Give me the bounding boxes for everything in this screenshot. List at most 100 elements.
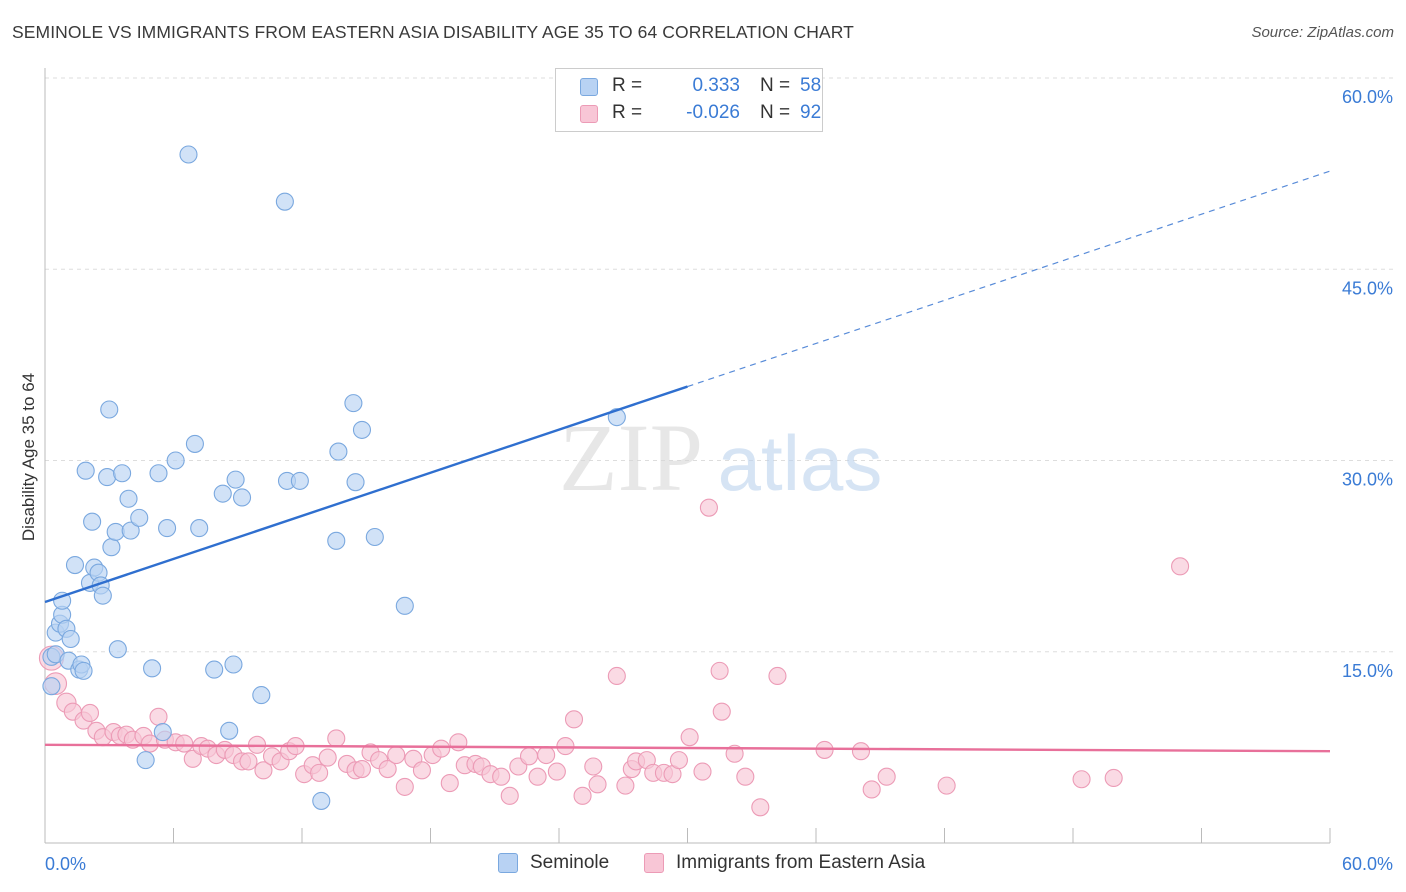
- immigrants-point: [710, 661, 729, 680]
- immigrants-point: [588, 775, 607, 794]
- correlation-legend: R = 0.333 N = 58 R = -0.026 N = 92: [555, 68, 823, 132]
- immigrants-point: [699, 498, 718, 517]
- seminole-point: [76, 461, 95, 480]
- seminole-point: [205, 660, 224, 679]
- seminole-point: [158, 519, 177, 538]
- y-tick-label: 45.0%: [1342, 278, 1393, 298]
- seminole-point: [395, 596, 414, 615]
- immigrants-point: [395, 777, 414, 796]
- immigrants-point: [537, 745, 556, 765]
- seminole-trend-line: [44, 385, 688, 604]
- immigrants-point: [768, 666, 787, 686]
- immigrants-point: [318, 748, 337, 767]
- watermark-zip: ZIP: [559, 404, 703, 511]
- seminole-point: [100, 400, 119, 419]
- gridlines: [45, 77, 1395, 653]
- seminole-point: [224, 655, 243, 674]
- seminole-point: [102, 538, 121, 557]
- seminole-point: [232, 488, 252, 507]
- immigrants-point: [175, 734, 194, 753]
- legend-n-label: N =: [760, 102, 791, 123]
- seminole-point: [166, 451, 185, 470]
- immigrants-point: [528, 767, 547, 786]
- seminole-point: [106, 522, 125, 541]
- immigrants-point: [352, 759, 372, 779]
- seminole-point: [327, 531, 346, 550]
- immigrants-point: [547, 762, 566, 781]
- immigrants-point: [1072, 770, 1091, 789]
- seminole-point: [119, 489, 138, 508]
- immigrants-point: [387, 745, 406, 765]
- immigrants-point: [584, 757, 603, 776]
- immigrants-trend-line: [44, 743, 1331, 753]
- series-label-seminole: Seminole: [530, 852, 610, 873]
- seminole-point: [190, 519, 209, 538]
- immigrants-point: [519, 747, 539, 766]
- immigrants-point: [712, 702, 731, 721]
- seminole-point: [153, 723, 172, 742]
- immigrants-point: [327, 729, 346, 748]
- immigrants-point: [815, 740, 834, 759]
- seminole-point: [329, 442, 348, 461]
- immigrants-point: [432, 739, 451, 758]
- immigrants-point: [725, 744, 744, 763]
- legend-n-value: 58: [800, 75, 822, 96]
- legend-n-value: 92: [800, 102, 822, 123]
- watermark: ZIP atlas: [559, 404, 882, 511]
- x-tick-label: 60.0%: [1342, 854, 1393, 874]
- seminole-point: [130, 508, 149, 527]
- immigrants-point: [680, 728, 699, 747]
- seminole-point: [108, 640, 127, 659]
- legend-r-label: R =: [612, 75, 643, 96]
- immigrants-point: [239, 752, 258, 771]
- watermark-atlas: atlas: [718, 419, 883, 507]
- seminole-point: [143, 659, 162, 678]
- seminole-point: [220, 721, 239, 740]
- immigrants-point: [183, 749, 202, 768]
- immigrants-point: [254, 761, 273, 780]
- data-points: [38, 145, 1190, 817]
- immigrants-point: [149, 707, 168, 726]
- immigrants-point: [556, 737, 575, 756]
- seminole-point: [213, 484, 232, 503]
- seminole-point: [290, 471, 309, 490]
- immigrants-point: [500, 786, 519, 805]
- immigrants-point: [1171, 557, 1190, 576]
- seminole-point: [352, 420, 372, 439]
- immigrants-point: [412, 761, 431, 780]
- legend-swatch-blue: [580, 78, 598, 96]
- seminole-point: [98, 468, 117, 487]
- immigrants-point: [937, 776, 956, 795]
- immigrants-point: [751, 798, 770, 817]
- seminole-point: [121, 521, 140, 540]
- legend-swatch-pink: [580, 105, 598, 123]
- seminole-point: [136, 751, 155, 770]
- immigrants-point: [492, 767, 511, 786]
- seminole-point: [365, 527, 384, 547]
- immigrants-point: [573, 786, 592, 805]
- chart-title: SEMINOLE VS IMMIGRANTS FROM EASTERN ASIA…: [12, 22, 854, 42]
- trend-lines: [44, 170, 1331, 753]
- y-tick-label: 60.0%: [1342, 87, 1393, 107]
- seminole-point: [252, 686, 271, 705]
- seminole-point: [42, 677, 61, 696]
- tick-labels: 15.0% 30.0% 45.0% 60.0% 0.0% 60.0%: [45, 87, 1393, 874]
- seminole-point: [149, 464, 168, 483]
- seminole-point: [93, 586, 112, 605]
- immigrants-point: [80, 703, 100, 723]
- legend-r-value: 0.333: [692, 75, 740, 96]
- immigrants-point: [693, 762, 712, 781]
- y-axis-label: Disability Age 35 to 64: [19, 373, 38, 541]
- immigrants-point: [862, 780, 881, 799]
- seminole-point: [113, 464, 132, 483]
- immigrants-point: [440, 774, 459, 793]
- immigrants-point: [449, 733, 468, 752]
- immigrants-point: [669, 751, 688, 770]
- seminole-point: [83, 512, 102, 531]
- seminole-point: [65, 555, 85, 575]
- immigrants-point: [851, 742, 871, 761]
- immigrants-point: [378, 759, 397, 779]
- axes: [44, 68, 1331, 844]
- seminole-point: [275, 192, 294, 211]
